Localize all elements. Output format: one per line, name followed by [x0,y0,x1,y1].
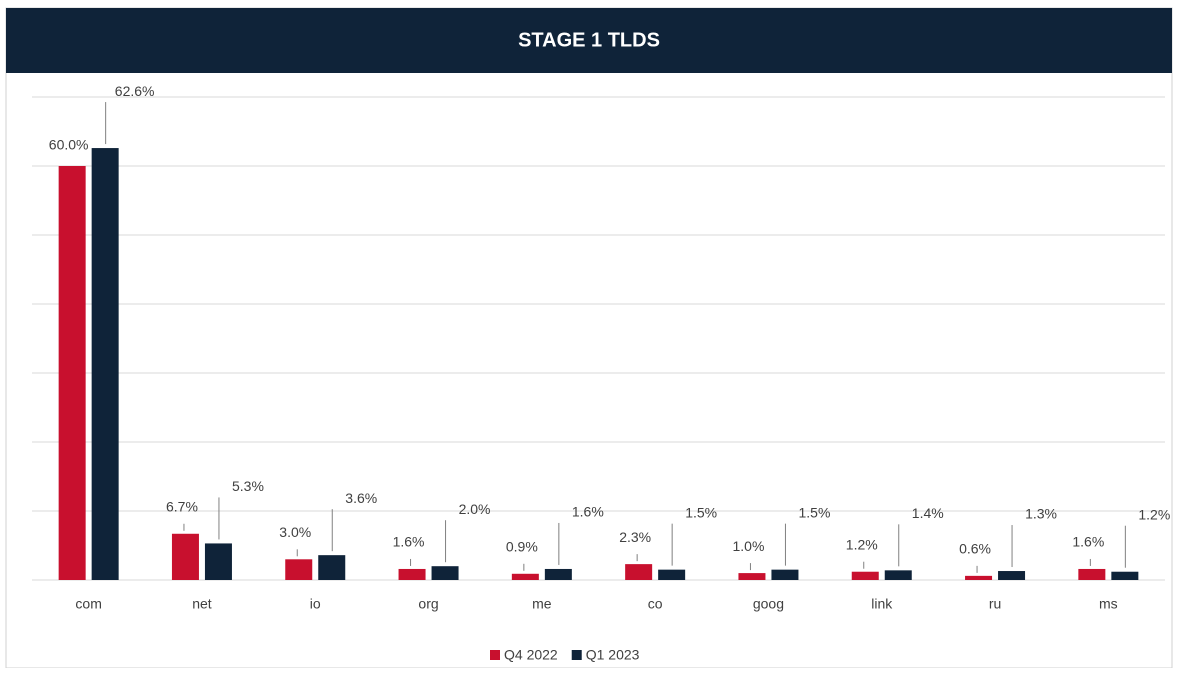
x-tick-label: goog [753,596,784,612]
chart-frame [5,7,1173,669]
data-label: 1.6% [393,534,425,550]
bar [965,575,993,580]
bar [658,569,686,580]
x-tick-label: co [648,596,663,612]
data-label: 1.2% [1138,506,1170,522]
bar [1111,571,1139,580]
bar [884,570,912,580]
data-label: 6.7% [166,498,198,514]
bar [204,543,232,580]
data-label: 2.0% [459,501,491,517]
bar [625,564,653,580]
bar [318,555,346,580]
bar [511,573,539,580]
legend-label: Q1 2023 [586,647,640,663]
bar [771,569,799,580]
bar [1078,568,1106,580]
data-label: 1.5% [798,504,830,520]
title-band [6,8,1172,73]
data-label: 1.2% [846,536,878,552]
x-tick-label: org [418,596,438,612]
data-label: 1.4% [912,505,944,521]
legend-label: Q4 2022 [504,647,558,663]
bar [58,166,86,580]
x-tick-label: com [75,596,101,612]
bar [91,148,119,580]
x-tick-label: io [310,596,321,612]
data-label: 0.6% [959,541,991,557]
data-label: 1.3% [1025,506,1057,522]
data-label: 60.0% [49,137,89,153]
data-label: 1.5% [685,504,717,520]
bar [544,568,572,580]
chart-title: STAGE 1 TLDS [518,29,660,51]
x-tick-label: ru [989,596,1001,612]
x-tick-label: ms [1099,596,1118,612]
data-label: 0.9% [506,538,538,554]
legend-swatch [490,650,500,660]
data-label: 5.3% [232,478,264,494]
data-label: 1.0% [732,538,764,554]
data-label: 2.3% [619,529,651,545]
data-label: 1.6% [1072,534,1104,550]
x-tick-label: net [192,596,212,612]
bar [285,559,313,580]
bar [851,571,879,580]
bar [398,568,426,580]
bar [171,533,199,580]
legend-swatch [571,650,582,660]
x-tick-label: me [532,596,552,612]
data-label: 3.6% [345,490,377,506]
x-tick-label: link [871,596,893,612]
data-label: 62.6% [115,83,155,99]
bar [738,573,766,580]
bar [431,566,459,580]
bar [998,571,1026,580]
data-label: 1.6% [572,504,604,520]
data-label: 3.0% [279,524,311,540]
